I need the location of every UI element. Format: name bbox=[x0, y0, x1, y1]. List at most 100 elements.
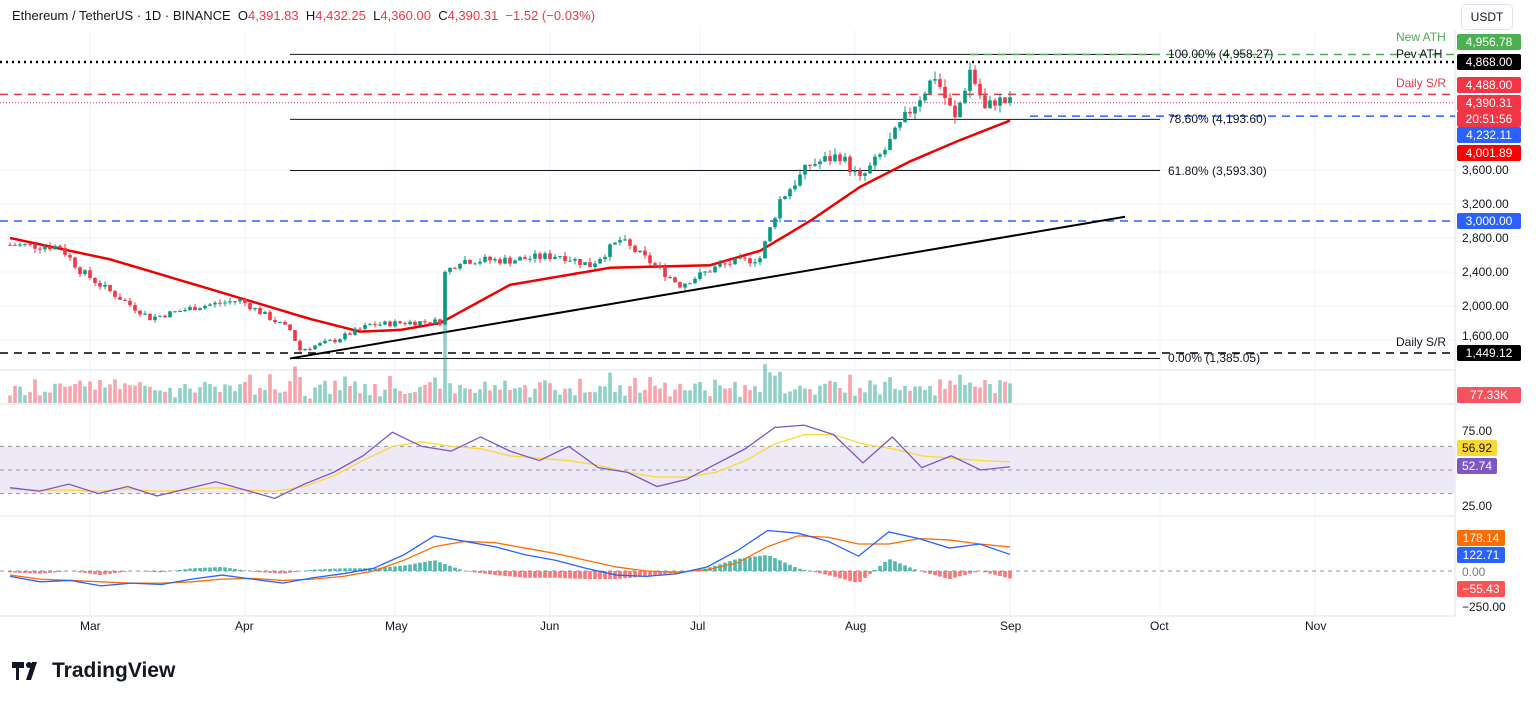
macd-histogram-bar bbox=[48, 571, 52, 573]
candle-body bbox=[128, 300, 132, 306]
candle-body bbox=[298, 340, 302, 351]
volume-bar bbox=[343, 376, 347, 403]
x-tick-label: Nov bbox=[1305, 619, 1327, 633]
candle-body bbox=[258, 308, 262, 315]
volume-bar bbox=[913, 386, 917, 403]
volume-bar bbox=[183, 384, 187, 403]
level-price-badge: 4,488.00 bbox=[1457, 77, 1521, 93]
volume-bar bbox=[418, 386, 422, 403]
currency-button[interactable]: USDT bbox=[1461, 4, 1513, 30]
volume-bar bbox=[768, 372, 772, 403]
volume-bar bbox=[743, 385, 747, 403]
macd-histogram-bar bbox=[648, 571, 652, 576]
macd-histogram-bar bbox=[883, 561, 887, 571]
macd-histogram-bar bbox=[923, 571, 927, 573]
macd-histogram-bar bbox=[158, 571, 162, 573]
candle-body bbox=[468, 259, 472, 264]
macd-histogram-bar bbox=[468, 571, 472, 572]
level-price-badge: 3,000.00 bbox=[1457, 213, 1521, 229]
volume-bar bbox=[108, 384, 112, 403]
candle-body bbox=[463, 259, 467, 264]
candle-body bbox=[268, 312, 272, 321]
macd-histogram-bar bbox=[153, 571, 157, 573]
candle-body bbox=[893, 127, 897, 139]
candle-body bbox=[643, 250, 647, 256]
candle-body bbox=[823, 156, 827, 162]
y-tick-label: 2,800.00 bbox=[1462, 231, 1509, 246]
macd-histogram-bar bbox=[8, 571, 12, 573]
volume-bar bbox=[253, 394, 257, 403]
candle-body bbox=[778, 199, 782, 219]
candle-body bbox=[413, 321, 417, 326]
candle-body bbox=[953, 105, 957, 118]
candle-body bbox=[278, 321, 282, 323]
high-label: H bbox=[305, 8, 316, 23]
x-tick-label: Mar bbox=[80, 619, 101, 633]
volume-bar bbox=[218, 392, 222, 403]
volume-bar bbox=[113, 379, 117, 403]
volume-bar bbox=[753, 386, 757, 403]
volume-bar bbox=[798, 385, 802, 403]
candle-body bbox=[538, 253, 542, 259]
volume-bar bbox=[33, 379, 37, 403]
macd-histogram-bar bbox=[518, 571, 522, 578]
ma-price-badge: 4,001.89 bbox=[1457, 145, 1521, 161]
macd-histogram-bar bbox=[903, 565, 907, 571]
candle-body bbox=[708, 271, 712, 273]
volume-bar bbox=[678, 383, 682, 403]
candle-body bbox=[553, 256, 557, 259]
volume-bar bbox=[228, 385, 232, 403]
volume-bar bbox=[148, 386, 152, 403]
change-value: −1.52 (−0.03%) bbox=[505, 8, 596, 23]
candle-body bbox=[398, 321, 402, 324]
macd-histogram-bar bbox=[573, 571, 577, 579]
macd-histogram-bar bbox=[1003, 571, 1007, 578]
candle-body bbox=[653, 263, 657, 266]
macd-histogram-bar bbox=[393, 566, 397, 571]
candle-body bbox=[718, 263, 722, 267]
macd-histogram-bar bbox=[833, 571, 837, 577]
volume-bar bbox=[63, 386, 67, 403]
candle-body bbox=[213, 302, 217, 305]
candle-body bbox=[448, 267, 452, 272]
volume-bar bbox=[563, 388, 567, 403]
volume-bar bbox=[653, 385, 657, 403]
macd-histogram-bar bbox=[628, 571, 632, 578]
volume-bar bbox=[273, 389, 277, 403]
candle-body bbox=[253, 308, 257, 310]
volume-bar bbox=[258, 387, 262, 403]
macd-histogram-bar bbox=[183, 569, 187, 571]
macd-histogram-bar bbox=[718, 564, 722, 571]
macd-histogram-bar bbox=[548, 571, 552, 578]
candle-body bbox=[663, 266, 667, 278]
volume-bar bbox=[893, 388, 897, 403]
candle-body bbox=[68, 254, 72, 258]
volume-bar bbox=[933, 395, 937, 403]
volume-bar bbox=[333, 380, 337, 403]
macd-histogram-bar bbox=[798, 568, 802, 571]
candle-body bbox=[998, 97, 1002, 106]
tradingview-logo[interactable]: TradingView bbox=[12, 659, 175, 683]
y-tick-label: 1,600.00 bbox=[1462, 329, 1509, 343]
volume-bar bbox=[683, 390, 687, 403]
volume-bar bbox=[773, 375, 777, 403]
volume-bar bbox=[468, 389, 472, 403]
candle-body bbox=[913, 106, 917, 114]
volume-bar bbox=[598, 385, 602, 403]
macd-histogram-bar bbox=[223, 567, 227, 571]
candle-body bbox=[528, 258, 532, 260]
candle-body bbox=[808, 164, 812, 166]
volume-bar bbox=[138, 382, 142, 403]
macd-histogram-bar bbox=[448, 565, 452, 571]
macd-histogram-bar bbox=[593, 571, 597, 580]
volume-bar bbox=[208, 384, 212, 403]
macd-histogram-bar bbox=[763, 555, 767, 571]
volume-bar bbox=[363, 383, 367, 403]
macd-histogram-bar bbox=[338, 568, 342, 571]
macd-histogram-bar bbox=[73, 571, 77, 572]
macd-histogram-bar bbox=[388, 566, 392, 571]
macd-histogram-bar bbox=[408, 564, 412, 571]
volume-bar bbox=[323, 380, 327, 403]
candle-body bbox=[208, 304, 212, 306]
